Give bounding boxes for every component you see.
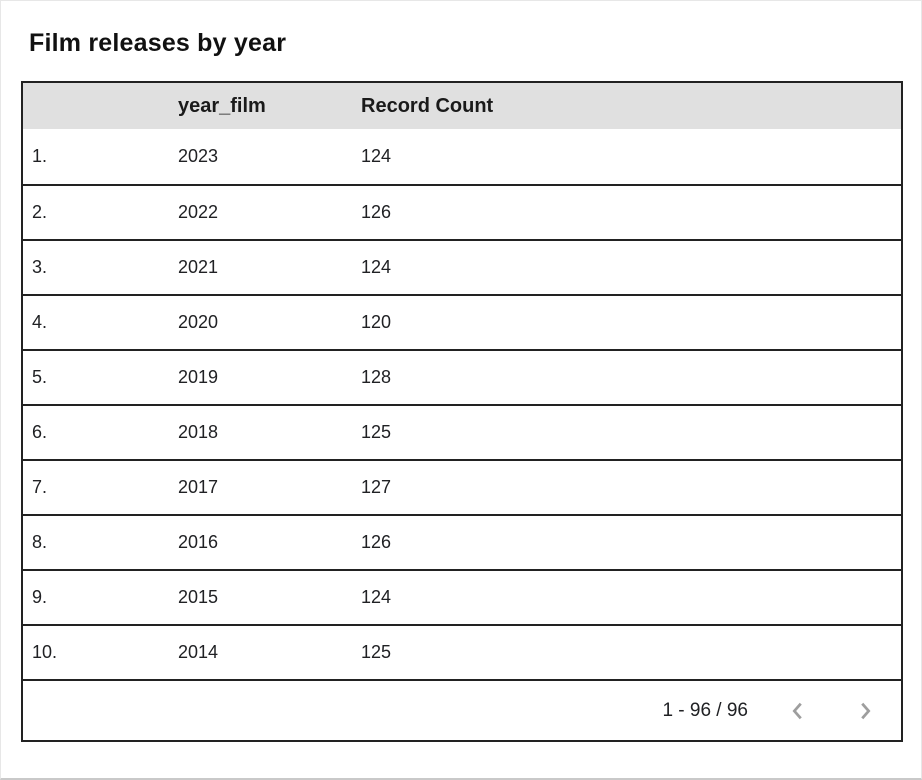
row-number-cell: 5.: [32, 367, 48, 387]
row-number-cell: 7.: [32, 477, 48, 497]
table-row: 6. 2018 125: [23, 404, 901, 459]
record-count-cell: 124: [361, 257, 392, 277]
record-count-cell: 127: [361, 477, 392, 497]
row-number-cell: 10.: [32, 642, 58, 662]
chevron-right-icon: [854, 700, 876, 722]
table-row: 9. 2015 124: [23, 569, 901, 624]
year-film-cell: 2021: [178, 257, 219, 277]
table-row: 4. 2020 120: [23, 294, 901, 349]
next-page-button[interactable]: [853, 699, 877, 723]
column-header-year-film[interactable]: year_film: [178, 94, 266, 117]
table-body: 1. 2023 124 2. 2022 126 3. 2021 124 4. 2…: [23, 129, 901, 679]
data-table: year_film Record Count 1. 2023 124 2. 20…: [21, 81, 903, 742]
chevron-left-icon: [787, 700, 809, 722]
row-number-cell: 2.: [32, 202, 48, 222]
row-number-cell: 3.: [32, 257, 48, 277]
table-row: 10. 2014 125: [23, 624, 901, 679]
table-row: 1. 2023 124: [23, 129, 901, 184]
table-footer: 1 - 96 / 96: [23, 679, 901, 740]
table-header-row: year_film Record Count: [23, 83, 901, 129]
record-count-cell: 126: [361, 532, 392, 552]
year-film-cell: 2020: [178, 312, 219, 332]
table-row: 8. 2016 126: [23, 514, 901, 569]
year-film-cell: 2014: [178, 642, 219, 662]
row-number-cell: 1.: [32, 146, 48, 166]
row-number-cell: 4.: [32, 312, 48, 332]
record-count-cell: 125: [361, 642, 392, 662]
record-count-cell: 126: [361, 202, 392, 222]
year-film-cell: 2019: [178, 367, 219, 387]
row-number-cell: 8.: [32, 532, 48, 552]
page-title: Film releases by year: [29, 29, 287, 57]
year-film-cell: 2023: [178, 146, 219, 166]
column-header-record-count[interactable]: Record Count: [361, 94, 494, 117]
year-film-cell: 2016: [178, 532, 219, 552]
record-count-cell: 125: [361, 422, 392, 442]
year-film-cell: 2022: [178, 202, 219, 222]
row-number-cell: 6.: [32, 422, 48, 442]
table-row: 7. 2017 127: [23, 459, 901, 514]
row-number-cell: 9.: [32, 587, 48, 607]
year-film-cell: 2015: [178, 587, 219, 607]
pagination-range-label: 1 - 96 / 96: [662, 699, 748, 721]
previous-page-button[interactable]: [786, 699, 810, 723]
year-film-cell: 2018: [178, 422, 219, 442]
record-count-cell: 124: [361, 146, 392, 166]
table-row: 5. 2019 128: [23, 349, 901, 404]
record-count-cell: 124: [361, 587, 392, 607]
year-film-cell: 2017: [178, 477, 219, 497]
table-row: 3. 2021 124: [23, 239, 901, 294]
table-row: 2. 2022 126: [23, 184, 901, 239]
record-count-cell: 120: [361, 312, 392, 332]
record-count-cell: 128: [361, 367, 392, 387]
